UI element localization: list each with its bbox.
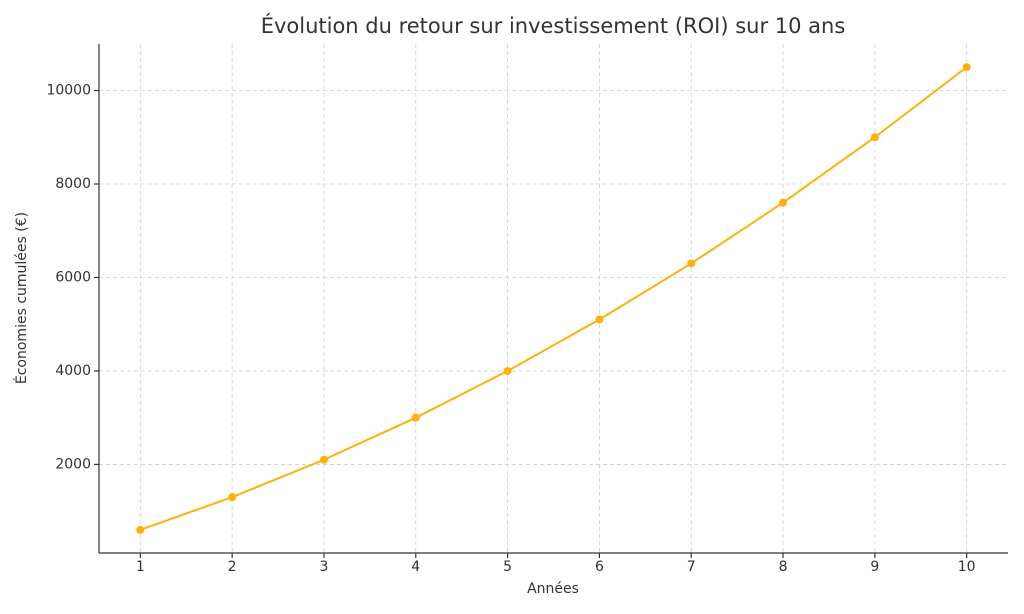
x-tick-label: 5 — [503, 559, 512, 575]
point — [687, 259, 696, 268]
x-tick-label: 6 — [595, 559, 604, 575]
point — [779, 198, 788, 207]
x-tick-label: 4 — [411, 559, 420, 575]
point — [411, 413, 420, 422]
point — [870, 133, 879, 142]
point — [136, 525, 145, 534]
point — [962, 63, 971, 72]
point — [228, 493, 237, 502]
y-tick-label: 4000 — [55, 363, 91, 379]
y-axis-label: Économies cumulées (€) — [13, 212, 30, 384]
x-tick-label: 3 — [319, 559, 328, 575]
x-tick-label: 1 — [136, 559, 145, 575]
point — [503, 366, 512, 375]
y-tick-label: 8000 — [55, 176, 91, 192]
y-tick-label: 2000 — [55, 456, 91, 472]
point — [595, 315, 604, 324]
point — [319, 455, 328, 464]
x-axis-label: Années — [527, 581, 579, 597]
x-tick-label: 7 — [687, 559, 696, 575]
x-tick-label: 2 — [228, 559, 237, 575]
chart-title: Évolution du retour sur investissement (… — [261, 13, 846, 38]
x-tick-label: 9 — [870, 559, 879, 575]
line — [139, 66, 968, 531]
x-tick-label: 8 — [779, 559, 788, 575]
y-tick-label: 10000 — [46, 83, 91, 99]
x-tick-label: 10 — [958, 559, 976, 575]
y-tick-label: 6000 — [55, 269, 91, 285]
